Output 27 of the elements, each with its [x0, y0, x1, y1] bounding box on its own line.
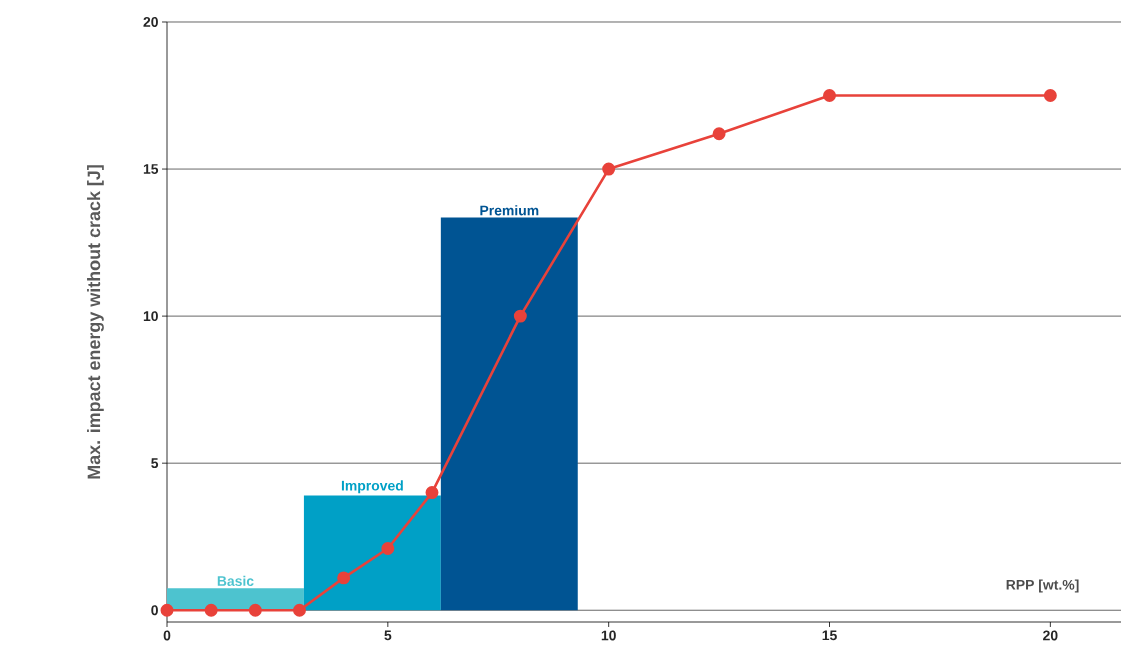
y-tick-label: 5 [151, 458, 159, 469]
point [293, 603, 306, 617]
x-axis-title: RPP [wt.%] [1006, 579, 1079, 593]
y-tick-label: 10 [143, 311, 158, 322]
point [337, 571, 351, 585]
x-tick-label: 5 [384, 630, 392, 641]
x-tick-label: 20 [1043, 630, 1058, 641]
point [823, 89, 836, 102]
point [248, 603, 262, 617]
y-tick-label: 15 [143, 164, 159, 174]
point [425, 486, 439, 500]
annotation: Basic [217, 575, 254, 586]
point [381, 541, 395, 555]
point [513, 309, 527, 323]
point [712, 127, 726, 141]
annotation: Premium [480, 205, 539, 216]
annotation: Improved [341, 480, 403, 494]
y-axis-title: Max. impact energy without crack [J] [87, 165, 104, 479]
x-tick-label: 15 [822, 630, 837, 641]
point [160, 603, 174, 617]
x-tick-label: 10 [601, 630, 616, 641]
point [204, 603, 218, 617]
y-tick-label: 0 [151, 605, 158, 616]
point [1043, 89, 1057, 102]
y-tick-label: 20 [143, 17, 158, 27]
point [602, 162, 616, 176]
x-tick-label: 0 [163, 630, 171, 641]
